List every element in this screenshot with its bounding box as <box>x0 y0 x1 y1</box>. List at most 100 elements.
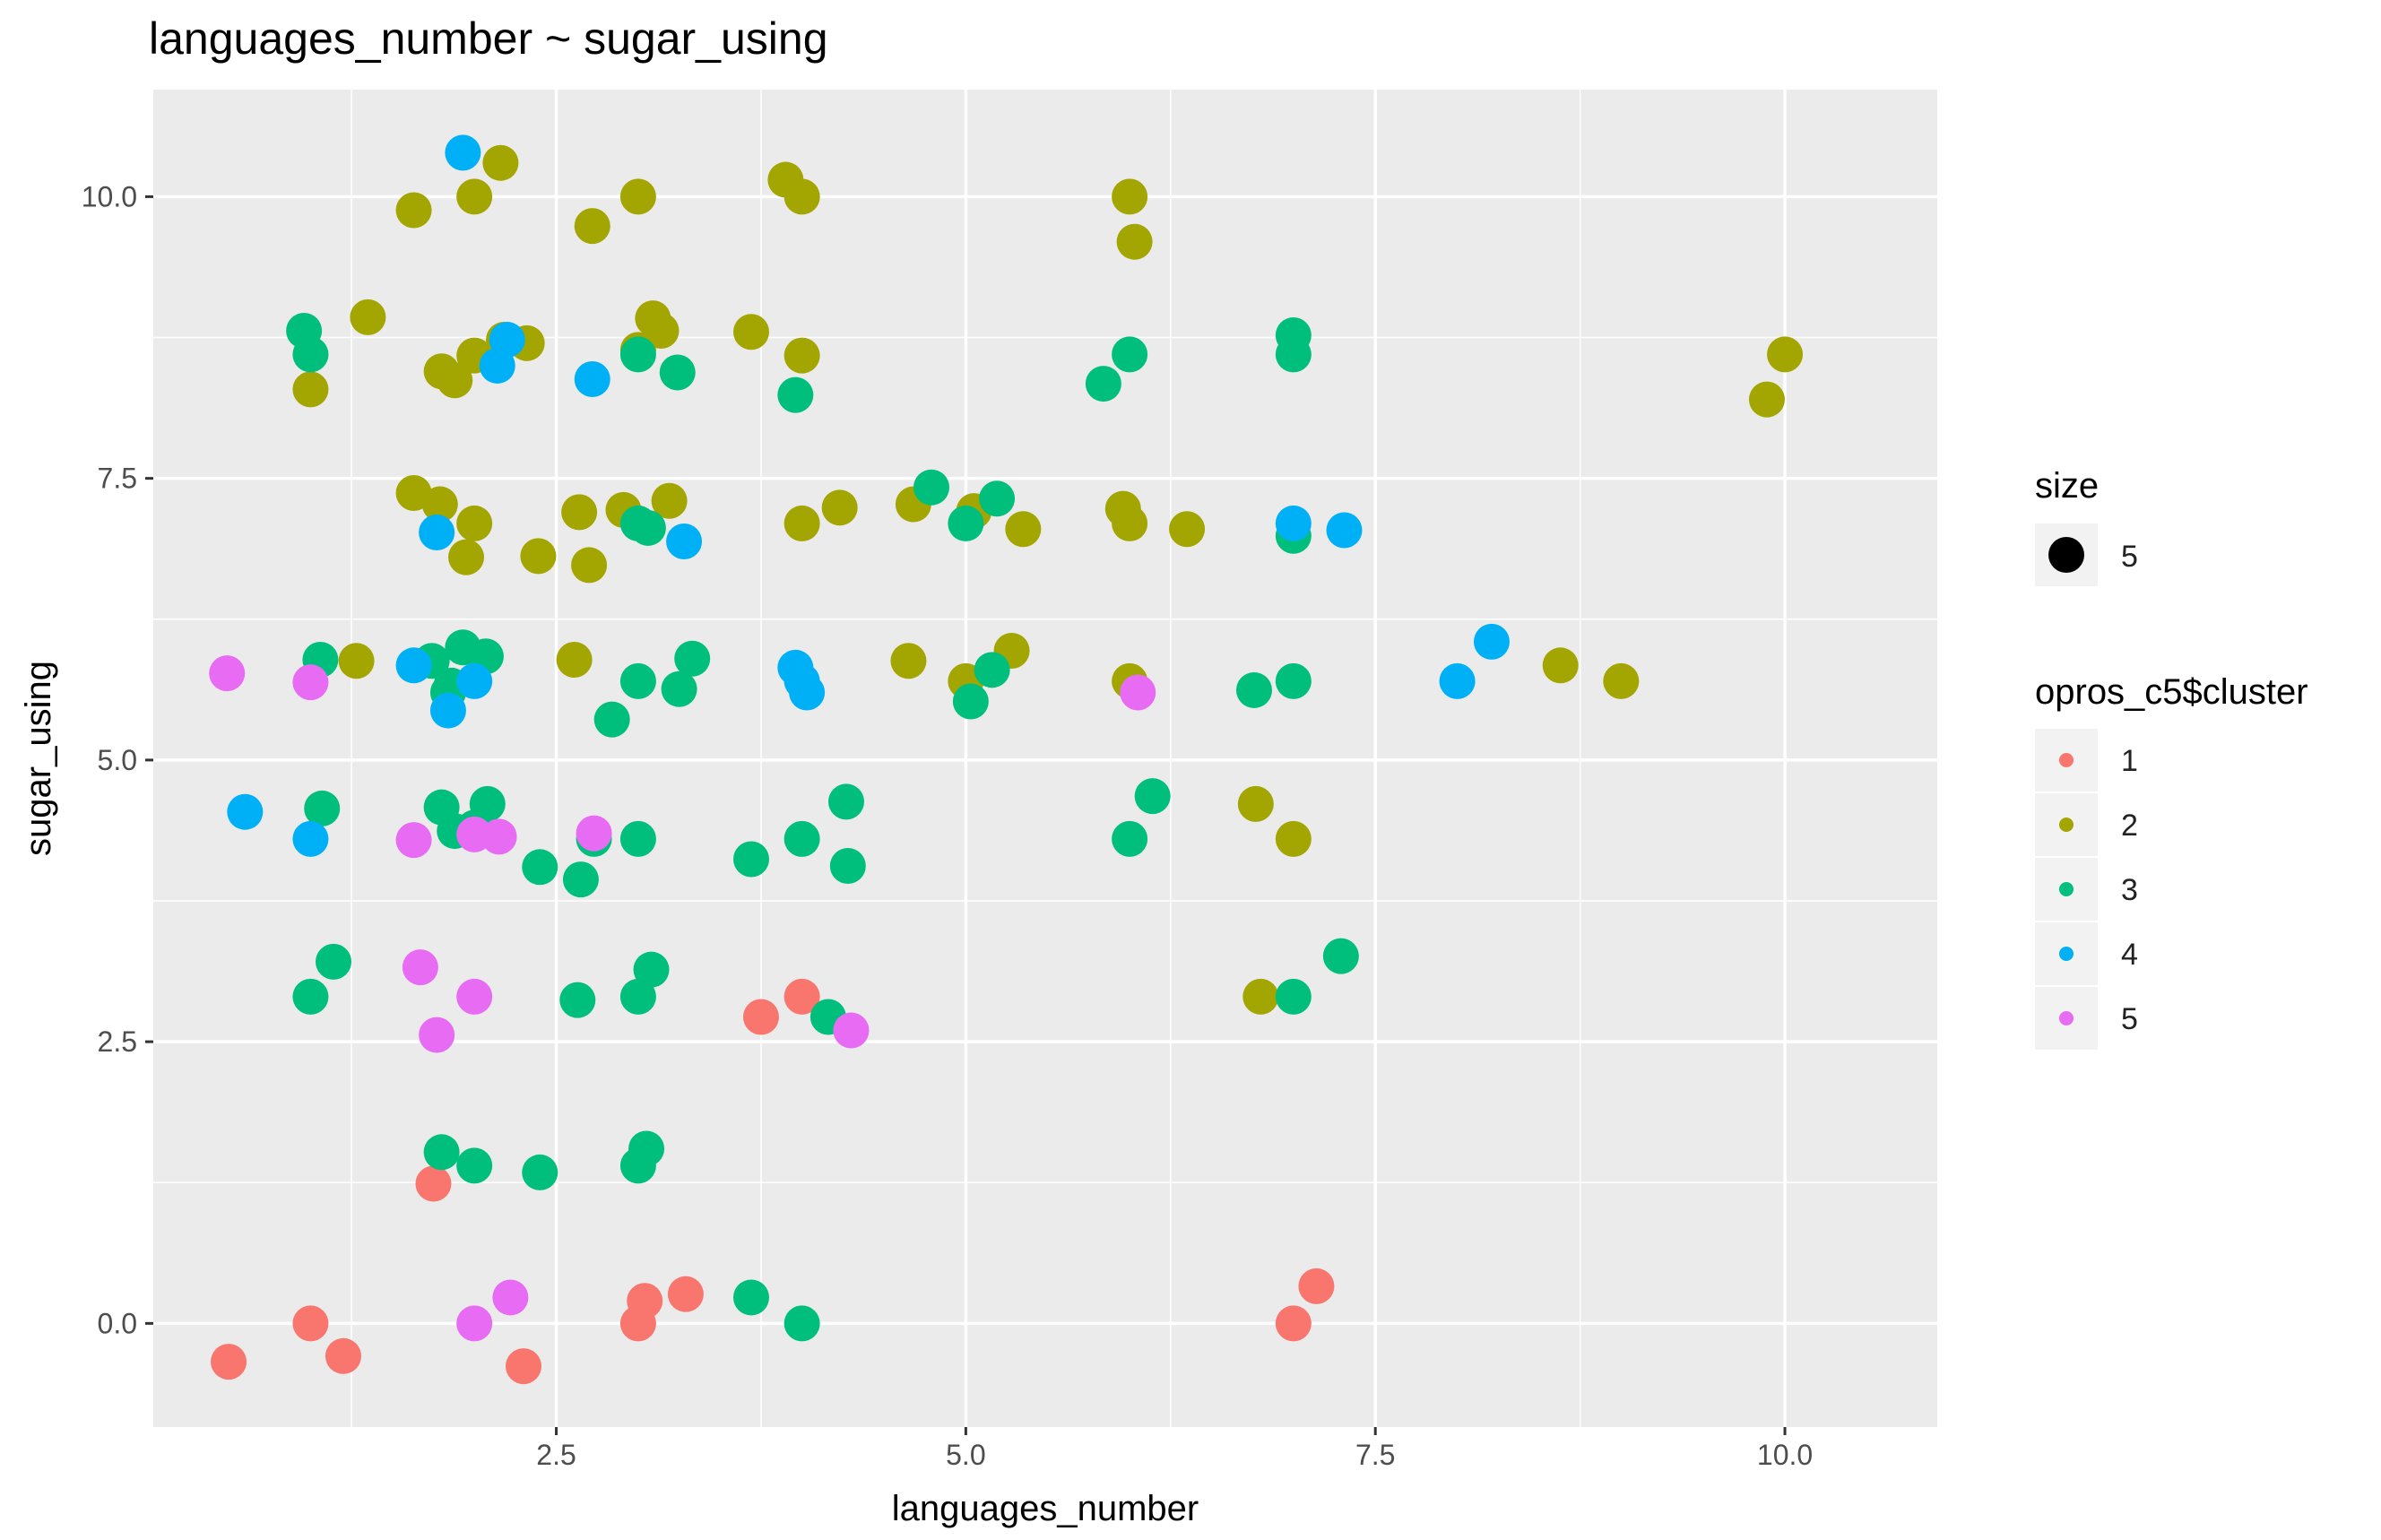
data-point-cluster-3 <box>827 783 864 820</box>
data-point-cluster-3 <box>316 943 352 980</box>
chart-title: languages_number ~ sugar_using <box>149 13 828 64</box>
y-tick-label: 0.0 <box>98 1307 137 1339</box>
data-point-cluster-4 <box>445 134 481 171</box>
data-point-cluster-2 <box>395 192 432 229</box>
legend-cluster-swatch <box>2059 818 2074 832</box>
plot-panel <box>153 90 1937 1427</box>
data-point-cluster-5 <box>481 818 517 855</box>
legend-cluster-title: opros_c5$cluster <box>2035 672 2308 712</box>
data-point-cluster-3 <box>469 785 506 822</box>
data-point-cluster-2 <box>1767 336 1804 373</box>
data-point-cluster-2 <box>338 643 375 679</box>
data-point-cluster-2 <box>482 144 519 181</box>
data-point-cluster-3 <box>1275 662 1312 699</box>
data-point-cluster-2 <box>556 642 593 679</box>
data-point-cluster-2 <box>732 314 769 350</box>
data-point-cluster-1 <box>415 1165 452 1202</box>
legend-cluster-label: 5 <box>2121 1002 2138 1036</box>
data-point-cluster-3 <box>1134 778 1171 815</box>
data-point-cluster-3 <box>1085 366 1121 402</box>
data-point-cluster-4 <box>227 793 264 830</box>
data-point-cluster-2 <box>456 505 493 541</box>
data-point-cluster-1 <box>667 1276 704 1312</box>
legend-size: size 5 <box>2035 466 2138 586</box>
data-point-cluster-3 <box>979 480 1016 517</box>
data-point-cluster-3 <box>1112 820 1148 857</box>
x-axis-label: languages_number <box>892 1489 1199 1528</box>
data-point-cluster-3 <box>674 640 711 677</box>
data-points <box>209 134 1804 1385</box>
data-point-cluster-3 <box>593 701 630 738</box>
data-point-cluster-4 <box>456 662 493 699</box>
data-point-cluster-2 <box>1169 511 1206 548</box>
data-point-cluster-2 <box>1237 785 1274 822</box>
data-point-cluster-2 <box>561 494 598 531</box>
data-point-cluster-2 <box>1603 662 1640 699</box>
data-point-cluster-2 <box>1112 178 1148 215</box>
data-point-cluster-2 <box>784 178 820 215</box>
data-point-cluster-5 <box>209 655 246 692</box>
legend-cluster-swatch <box>2059 947 2074 961</box>
legend-size-title: size <box>2035 466 2099 506</box>
data-point-cluster-2 <box>1275 820 1312 857</box>
legend-cluster-label: 3 <box>2121 873 2138 907</box>
data-point-cluster-3 <box>732 1279 769 1316</box>
data-point-cluster-3 <box>629 509 666 546</box>
data-point-cluster-5 <box>419 1017 455 1053</box>
data-point-cluster-1 <box>325 1337 361 1374</box>
legend-size-symbol <box>2048 537 2084 573</box>
data-point-cluster-4 <box>1473 623 1510 660</box>
data-point-cluster-4 <box>1275 505 1312 541</box>
legend-cluster-label: 2 <box>2121 809 2138 843</box>
data-point-cluster-1 <box>505 1348 541 1385</box>
data-point-cluster-2 <box>643 312 680 349</box>
data-point-cluster-3 <box>559 982 596 1018</box>
data-point-cluster-5 <box>292 664 329 701</box>
data-point-cluster-2 <box>1116 223 1153 260</box>
data-point-cluster-2 <box>821 489 858 526</box>
data-point-cluster-3 <box>952 683 989 720</box>
y-axis: 0.0 2.5 5.0 7.5 10.0 <box>82 180 153 1339</box>
data-point-cluster-4 <box>395 647 432 684</box>
data-point-cluster-3 <box>456 1147 493 1184</box>
data-point-cluster-3 <box>784 1305 820 1342</box>
data-point-cluster-1 <box>1275 1305 1312 1342</box>
data-point-cluster-3 <box>1322 938 1359 974</box>
legend-cluster-label: 4 <box>2121 938 2138 972</box>
data-point-cluster-3 <box>1235 671 1272 708</box>
y-tick-label: 10.0 <box>82 180 137 212</box>
data-point-cluster-2 <box>350 298 386 335</box>
data-point-cluster-5 <box>833 1012 870 1049</box>
data-point-cluster-4 <box>292 820 329 857</box>
data-point-cluster-5 <box>456 978 493 1015</box>
data-point-cluster-4 <box>789 674 826 711</box>
legend-cluster: opros_c5$cluster 1 2 3 4 5 <box>2035 672 2308 1050</box>
data-point-cluster-3 <box>562 861 599 898</box>
x-axis: 2.5 5.0 7.5 10.0 <box>536 1427 1813 1471</box>
y-tick-label: 2.5 <box>98 1025 137 1058</box>
data-point-cluster-4 <box>479 347 515 384</box>
data-point-cluster-3 <box>974 652 1010 688</box>
data-point-cluster-3 <box>732 841 769 878</box>
legend-cluster-swatch <box>2059 753 2074 767</box>
legend-cluster-swatch <box>2059 1011 2074 1025</box>
data-point-cluster-2 <box>574 208 610 245</box>
data-point-cluster-3 <box>619 662 656 699</box>
y-tick-label: 5.0 <box>98 744 137 776</box>
data-point-cluster-3 <box>829 848 866 885</box>
data-point-cluster-3 <box>619 336 656 373</box>
data-point-cluster-2 <box>571 547 608 584</box>
data-point-cluster-2 <box>1242 978 1279 1015</box>
data-point-cluster-3 <box>292 978 329 1015</box>
data-point-cluster-5 <box>456 1305 493 1342</box>
data-point-cluster-3 <box>1275 978 1312 1015</box>
data-point-cluster-3 <box>522 849 558 886</box>
legend-size-label: 5 <box>2121 540 2138 574</box>
data-point-cluster-1 <box>211 1344 247 1380</box>
data-point-cluster-4 <box>429 692 466 729</box>
data-point-cluster-3 <box>619 978 656 1015</box>
data-point-cluster-5 <box>1120 674 1156 711</box>
data-point-cluster-4 <box>574 361 610 398</box>
data-point-cluster-5 <box>402 949 438 986</box>
